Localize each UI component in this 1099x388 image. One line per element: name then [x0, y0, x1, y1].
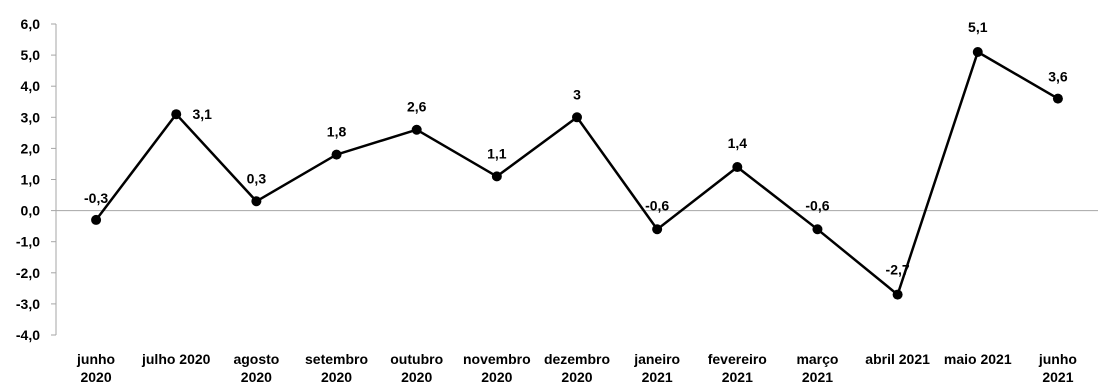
data-point	[171, 109, 182, 120]
data-point	[331, 149, 342, 160]
data-point	[652, 224, 663, 235]
y-tick-label: -2,0	[16, 265, 40, 281]
x-tick-label: maio 2021	[944, 351, 1012, 367]
data-label: -0,6	[645, 197, 669, 213]
x-tick-label: novembro 2020	[463, 351, 531, 385]
data-label: 1,8	[327, 124, 347, 140]
data-label: 3,6	[1048, 69, 1068, 85]
data-label: -0,6	[805, 197, 829, 213]
x-tick-label: janeiro 2021	[633, 351, 680, 385]
data-label: 5,1	[968, 19, 988, 35]
data-point	[91, 214, 102, 225]
y-tick-label: 1,0	[21, 172, 41, 188]
y-tick-label: 4,0	[21, 78, 41, 94]
x-tick-label: setembro 2020	[305, 351, 368, 385]
x-tick-label: dezembro 2020	[544, 351, 610, 385]
y-tick-label: 3,0	[21, 109, 41, 125]
y-tick-label: 5,0	[21, 47, 41, 63]
data-label: 3,1	[192, 106, 212, 122]
data-label: 3	[573, 86, 581, 102]
x-tick-label: agosto 2020	[233, 351, 279, 385]
data-point	[491, 171, 502, 182]
y-tick-label: 2,0	[21, 140, 41, 156]
data-label: -2,7	[886, 262, 910, 278]
data-point	[1052, 93, 1063, 104]
y-axis: 6,0 5,0 4,0 3,0 2,0 1,0 0,0 -1,0 -2,0 -3,0 -4,0	[16, 16, 57, 343]
data-label: 2,6	[407, 99, 427, 115]
data-point	[812, 224, 823, 235]
data-point	[892, 289, 903, 300]
x-tick-label: fevereiro 2021	[708, 351, 767, 385]
category-labels: junho 2020 julho 2020 agosto 2020 setembro 202…	[76, 351, 1077, 385]
data-point	[251, 196, 262, 207]
data-labels: -0,3 3,1 0,3 1,8 2,6 1,1 3 -0,6 1,4 -0,6 -2,7 5,1 3,…	[84, 19, 1068, 278]
data-label: 1,1	[487, 145, 507, 161]
y-tick-label: -4,0	[16, 327, 40, 343]
data-label: 1,4	[728, 135, 748, 151]
y-tick-label: -3,0	[16, 296, 40, 312]
data-label: 0,3	[247, 170, 267, 186]
y-tick-label: 0,0	[21, 203, 41, 219]
y-tick-label: 6,0	[21, 16, 41, 32]
x-tick-label: julho 2020	[141, 351, 211, 367]
x-tick-label: junho 2021	[1038, 351, 1077, 385]
data-point	[972, 46, 983, 57]
x-tick-label: abril 2021	[865, 351, 930, 367]
series	[91, 46, 1063, 300]
data-point	[732, 162, 743, 173]
data-point	[411, 124, 422, 135]
y-tick-label: -1,0	[16, 234, 40, 250]
data-point	[572, 112, 582, 123]
data-label: -0,3	[84, 190, 108, 206]
x-tick-label: outubro 2020	[390, 351, 443, 385]
x-tick-label: março 2021	[796, 351, 838, 385]
x-tick-label: junho 2020	[76, 351, 115, 385]
